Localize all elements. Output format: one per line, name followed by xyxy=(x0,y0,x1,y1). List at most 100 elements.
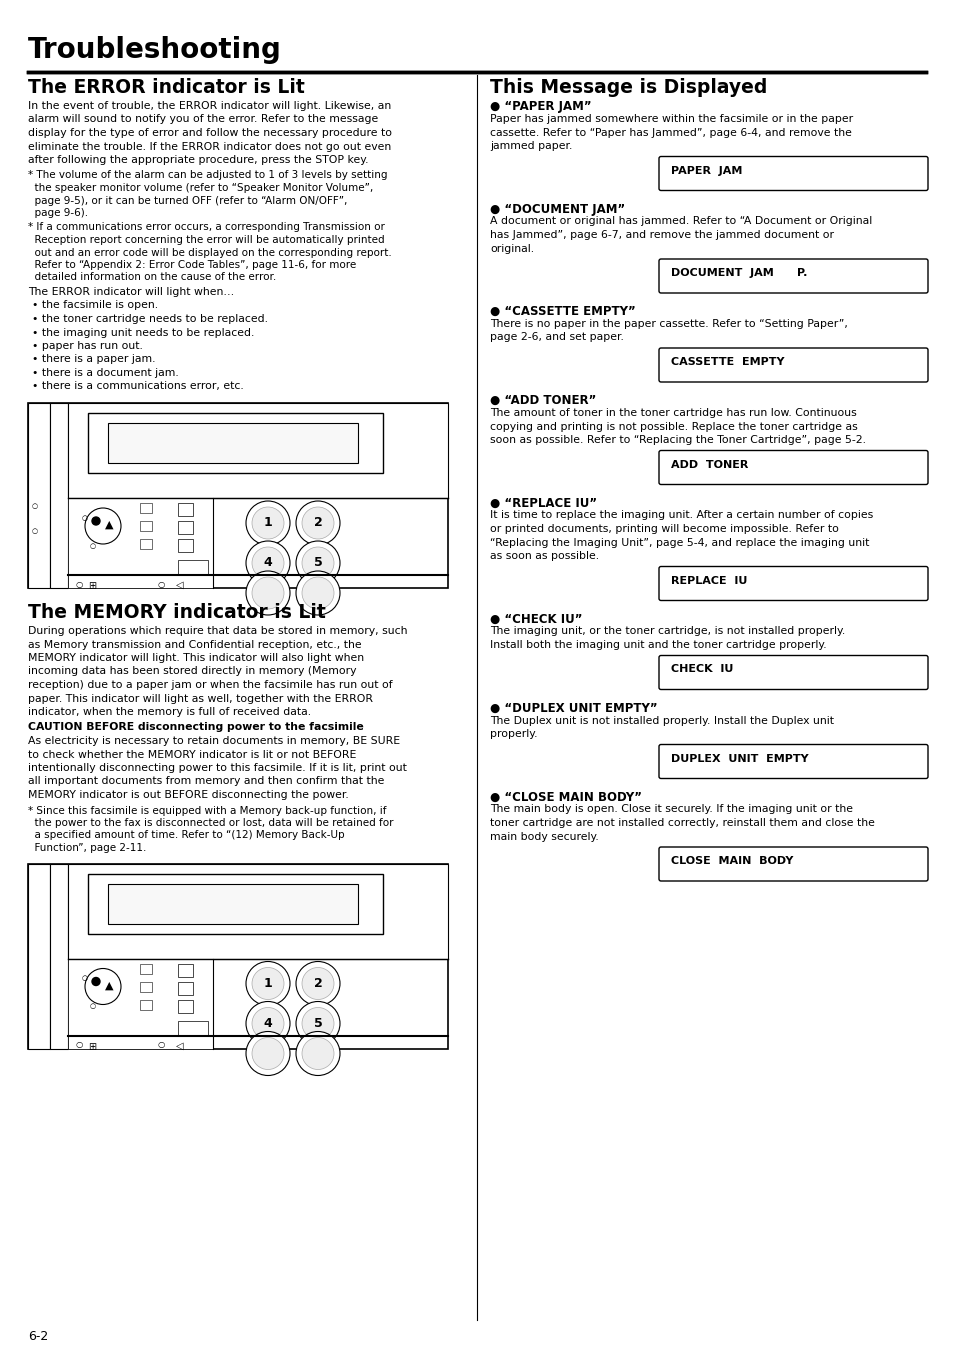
Text: detailed information on the cause of the error.: detailed information on the cause of the… xyxy=(28,273,276,282)
Text: Function”, page 2-11.: Function”, page 2-11. xyxy=(28,843,146,852)
FancyBboxPatch shape xyxy=(659,349,927,382)
Text: The ERROR indicator is Lit: The ERROR indicator is Lit xyxy=(28,78,304,97)
Text: CLOSE  MAIN  BODY: CLOSE MAIN BODY xyxy=(670,857,793,866)
Text: properly.: properly. xyxy=(490,730,537,739)
Circle shape xyxy=(246,540,290,585)
Bar xyxy=(178,963,193,977)
Text: PAPER  JAM: PAPER JAM xyxy=(670,166,741,176)
Text: Reception report concerning the error will be automatically printed: Reception report concerning the error wi… xyxy=(28,235,384,245)
Bar xyxy=(68,499,213,588)
Text: DOCUMENT  JAM      P.: DOCUMENT JAM P. xyxy=(670,267,806,278)
Bar xyxy=(178,503,193,516)
Text: display for the type of error and follow the necessary procedure to: display for the type of error and follow… xyxy=(28,128,392,138)
Bar xyxy=(178,561,208,574)
Text: ▲: ▲ xyxy=(105,520,113,530)
Text: * Since this facsimile is equipped with a Memory back-up function, if: * Since this facsimile is equipped with … xyxy=(28,805,386,816)
Text: eliminate the trouble. If the ERROR indicator does not go out even: eliminate the trouble. If the ERROR indi… xyxy=(28,142,391,151)
Text: ● “CHECK IU”: ● “CHECK IU” xyxy=(490,612,582,626)
Text: ◁: ◁ xyxy=(175,1040,183,1051)
Text: ○: ○ xyxy=(158,580,165,589)
Text: ADD  TONER: ADD TONER xyxy=(670,459,747,470)
Circle shape xyxy=(252,577,284,609)
Bar xyxy=(68,863,448,958)
Bar xyxy=(140,963,152,974)
Text: 2: 2 xyxy=(314,977,322,990)
Circle shape xyxy=(302,547,334,580)
Text: “Replacing the Imaging Unit”, page 5-4, and replace the imaging unit: “Replacing the Imaging Unit”, page 5-4, … xyxy=(490,538,868,547)
Text: 5: 5 xyxy=(314,1017,322,1029)
Text: 1: 1 xyxy=(263,977,273,990)
Bar xyxy=(28,403,448,588)
Text: ▲: ▲ xyxy=(105,981,113,990)
Circle shape xyxy=(246,571,290,615)
Bar xyxy=(108,884,357,924)
Circle shape xyxy=(85,508,121,544)
Circle shape xyxy=(302,507,334,539)
Bar xyxy=(50,863,68,1048)
Circle shape xyxy=(295,571,339,615)
Bar xyxy=(28,863,448,1048)
Text: This Message is Displayed: This Message is Displayed xyxy=(490,78,766,97)
Circle shape xyxy=(295,501,339,544)
Text: • paper has run out.: • paper has run out. xyxy=(32,340,143,351)
Text: ○: ○ xyxy=(32,503,38,509)
Text: The amount of toner in the toner cartridge has run low. Continuous: The amount of toner in the toner cartrid… xyxy=(490,408,856,417)
Text: 4: 4 xyxy=(263,557,273,570)
Text: ○: ○ xyxy=(82,515,88,521)
Bar xyxy=(178,1020,208,1035)
Text: • the toner cartridge needs to be replaced.: • the toner cartridge needs to be replac… xyxy=(32,313,268,324)
Text: 2: 2 xyxy=(314,516,322,530)
Text: Refer to “Appendix 2: Error Code Tables”, page 11-6, for more: Refer to “Appendix 2: Error Code Tables”… xyxy=(28,259,355,270)
Text: A document or original has jammed. Refer to “A Document or Original: A document or original has jammed. Refer… xyxy=(490,216,871,227)
Text: original.: original. xyxy=(490,243,534,254)
Text: CHECK  IU: CHECK IU xyxy=(670,665,733,674)
Bar xyxy=(28,863,50,1048)
Text: ◁: ◁ xyxy=(175,580,183,590)
Text: paper. This indicator will light as well, together with the ERROR: paper. This indicator will light as well… xyxy=(28,693,373,704)
Text: ● “DUPLEX UNIT EMPTY”: ● “DUPLEX UNIT EMPTY” xyxy=(490,701,657,715)
FancyBboxPatch shape xyxy=(659,450,927,485)
Text: The MEMORY indicator is Lit: The MEMORY indicator is Lit xyxy=(28,603,325,621)
Text: As electricity is necessary to retain documents in memory, BE SURE: As electricity is necessary to retain do… xyxy=(28,736,399,746)
Circle shape xyxy=(295,540,339,585)
Text: MEMORY indicator will light. This indicator will also light when: MEMORY indicator will light. This indica… xyxy=(28,653,364,663)
Text: incoming data has been stored directly in memory (Memory: incoming data has been stored directly i… xyxy=(28,666,356,677)
Text: or printed documents, printing will become impossible. Refer to: or printed documents, printing will beco… xyxy=(490,524,838,534)
Text: to check whether the MEMORY indicator is lit or not BEFORE: to check whether the MEMORY indicator is… xyxy=(28,750,356,759)
Text: ○: ○ xyxy=(76,580,83,589)
Text: page 2-6, and set paper.: page 2-6, and set paper. xyxy=(490,332,623,343)
Bar xyxy=(140,981,152,992)
Bar xyxy=(178,539,193,553)
Bar xyxy=(68,403,448,499)
FancyBboxPatch shape xyxy=(659,847,927,881)
Text: ○: ○ xyxy=(76,1040,83,1050)
Bar xyxy=(50,403,68,588)
Circle shape xyxy=(302,1038,334,1070)
Text: ○: ○ xyxy=(90,1004,96,1009)
Bar xyxy=(140,539,152,549)
Text: Troubleshooting: Troubleshooting xyxy=(28,36,281,63)
Text: The imaging unit, or the toner cartridge, is not installed properly.: The imaging unit, or the toner cartridge… xyxy=(490,627,844,636)
Text: • there is a paper jam.: • there is a paper jam. xyxy=(32,354,155,365)
Text: It is time to replace the imaging unit. After a certain number of copies: It is time to replace the imaging unit. … xyxy=(490,511,872,520)
Text: ● “REPLACE IU”: ● “REPLACE IU” xyxy=(490,497,597,509)
Text: REPLACE  IU: REPLACE IU xyxy=(670,576,746,585)
Text: In the event of trouble, the ERROR indicator will light. Likewise, an: In the event of trouble, the ERROR indic… xyxy=(28,101,391,111)
Text: ● “DOCUMENT JAM”: ● “DOCUMENT JAM” xyxy=(490,203,624,216)
Text: ○: ○ xyxy=(90,543,96,549)
Text: The ERROR indicator will light when…: The ERROR indicator will light when… xyxy=(28,286,234,297)
Text: • the imaging unit needs to be replaced.: • the imaging unit needs to be replaced. xyxy=(32,327,254,338)
Bar xyxy=(88,413,382,473)
Text: cassette. Refer to “Paper has Jammed”, page 6-4, and remove the: cassette. Refer to “Paper has Jammed”, p… xyxy=(490,127,851,138)
Circle shape xyxy=(252,967,284,1000)
Text: the power to the fax is disconnected or lost, data will be retained for: the power to the fax is disconnected or … xyxy=(28,817,393,828)
Circle shape xyxy=(295,962,339,1005)
Text: copying and printing is not possible. Replace the toner cartridge as: copying and printing is not possible. Re… xyxy=(490,422,857,431)
Bar xyxy=(140,521,152,531)
Circle shape xyxy=(91,517,100,526)
Text: CAUTION BEFORE disconnecting power to the facsimile: CAUTION BEFORE disconnecting power to th… xyxy=(28,723,363,732)
FancyBboxPatch shape xyxy=(659,566,927,600)
Circle shape xyxy=(302,577,334,609)
Text: MEMORY indicator is out BEFORE disconnecting the power.: MEMORY indicator is out BEFORE disconnec… xyxy=(28,790,349,800)
Circle shape xyxy=(295,1001,339,1046)
